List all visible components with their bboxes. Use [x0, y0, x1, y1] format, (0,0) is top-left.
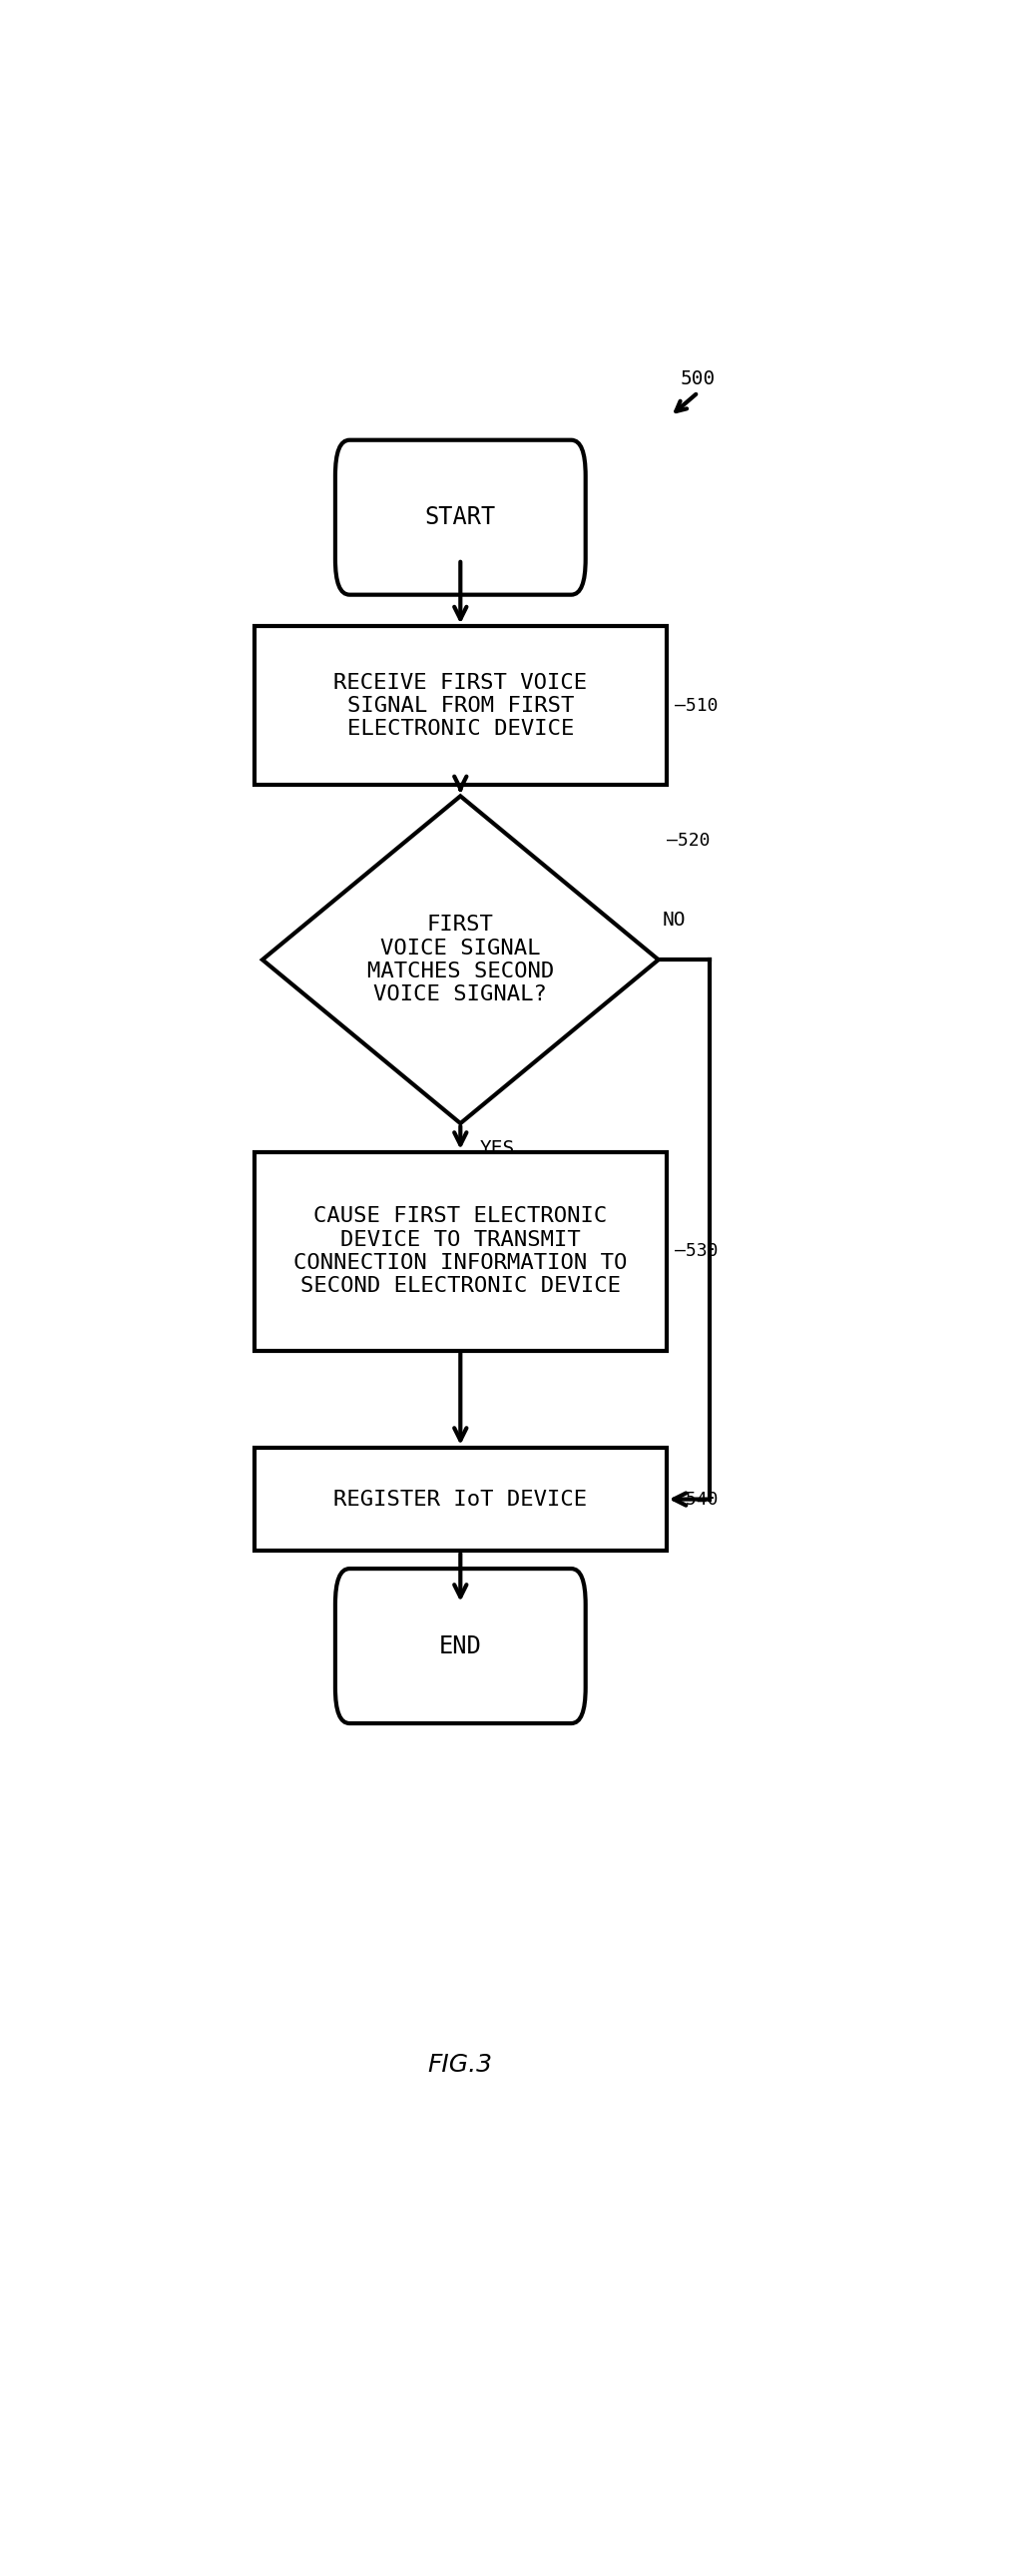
- Polygon shape: [263, 796, 658, 1123]
- Text: CAUSE FIRST ELECTRONIC
DEVICE TO TRANSMIT
CONNECTION INFORMATION TO
SECOND ELECT: CAUSE FIRST ELECTRONIC DEVICE TO TRANSMI…: [293, 1206, 628, 1296]
- Bar: [254, 1151, 666, 1350]
- Text: FIG.3: FIG.3: [428, 2053, 493, 2076]
- Bar: [254, 1448, 666, 1551]
- FancyBboxPatch shape: [335, 1569, 586, 1723]
- Text: YES: YES: [480, 1139, 515, 1159]
- Text: START: START: [425, 505, 496, 531]
- FancyBboxPatch shape: [335, 440, 586, 595]
- Text: 500: 500: [681, 368, 715, 389]
- Text: FIRST
VOICE SIGNAL
MATCHES SECOND
VOICE SIGNAL?: FIRST VOICE SIGNAL MATCHES SECOND VOICE …: [367, 914, 554, 1005]
- Text: —540: —540: [675, 1492, 717, 1507]
- Text: —530: —530: [675, 1242, 717, 1260]
- Text: —510: —510: [675, 698, 717, 714]
- Text: —520: —520: [666, 832, 709, 850]
- Text: REGISTER IoT DEVICE: REGISTER IoT DEVICE: [333, 1489, 588, 1510]
- Bar: [254, 626, 666, 786]
- Text: END: END: [439, 1633, 481, 1659]
- Text: RECEIVE FIRST VOICE
SIGNAL FROM FIRST
ELECTRONIC DEVICE: RECEIVE FIRST VOICE SIGNAL FROM FIRST EL…: [333, 672, 588, 739]
- Text: NO: NO: [662, 912, 686, 930]
